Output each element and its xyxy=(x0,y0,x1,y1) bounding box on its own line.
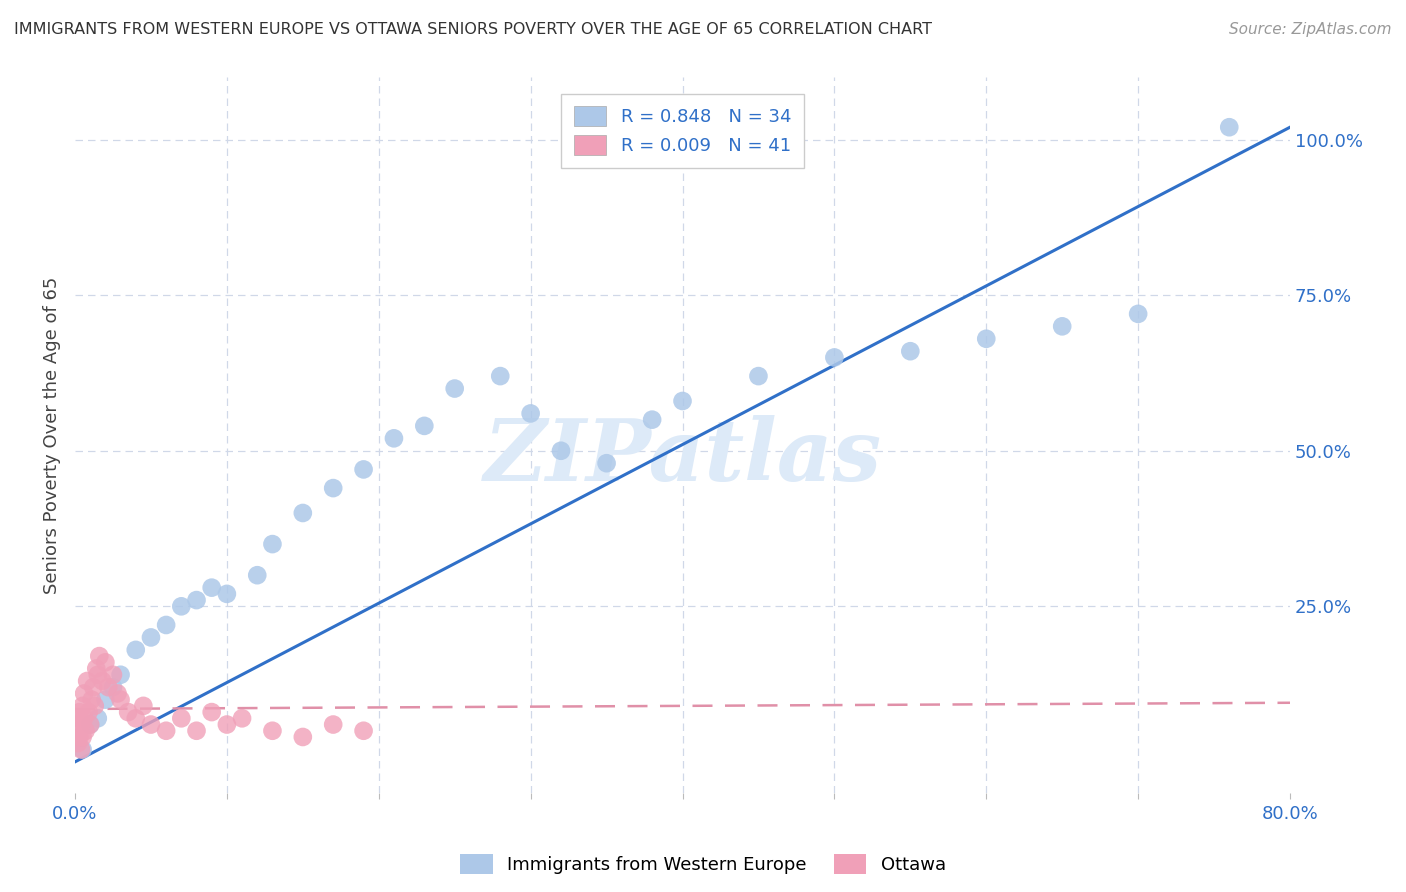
Point xyxy=(353,723,375,738)
Point xyxy=(69,730,91,744)
Point xyxy=(139,631,162,645)
Point xyxy=(72,730,94,744)
Point xyxy=(82,680,104,694)
Point xyxy=(97,680,120,694)
Point xyxy=(322,481,344,495)
Point xyxy=(322,717,344,731)
Point xyxy=(382,431,405,445)
Point xyxy=(231,711,253,725)
Point xyxy=(413,418,436,433)
Point xyxy=(80,692,103,706)
Point xyxy=(974,332,997,346)
Point xyxy=(94,656,117,670)
Point xyxy=(72,742,94,756)
Point xyxy=(291,730,314,744)
Text: IMMIGRANTS FROM WESTERN EUROPE VS OTTAWA SENIORS POVERTY OVER THE AGE OF 65 CORR: IMMIGRANTS FROM WESTERN EUROPE VS OTTAWA… xyxy=(14,22,932,37)
Point xyxy=(747,369,769,384)
Point xyxy=(110,692,132,706)
Point xyxy=(83,698,105,713)
Point xyxy=(595,456,617,470)
Point xyxy=(70,742,93,756)
Point xyxy=(110,667,132,681)
Point xyxy=(215,587,238,601)
Point xyxy=(186,593,208,607)
Point xyxy=(79,717,101,731)
Point xyxy=(84,661,107,675)
Point xyxy=(489,369,512,384)
Point xyxy=(79,717,101,731)
Point xyxy=(67,711,90,725)
Point xyxy=(125,643,148,657)
Point xyxy=(139,717,162,731)
Point xyxy=(186,723,208,738)
Point xyxy=(170,599,193,614)
Point xyxy=(77,705,100,719)
Point xyxy=(215,717,238,731)
Point xyxy=(823,351,845,365)
Point xyxy=(1050,319,1073,334)
Point xyxy=(87,711,110,725)
Legend: Immigrants from Western Europe, Ottawa: Immigrants from Western Europe, Ottawa xyxy=(453,847,953,881)
Point xyxy=(75,723,97,738)
Point xyxy=(125,711,148,725)
Point xyxy=(262,723,284,738)
Y-axis label: Seniors Poverty Over the Age of 65: Seniors Poverty Over the Age of 65 xyxy=(44,277,60,594)
Point xyxy=(117,705,139,719)
Point xyxy=(1218,120,1240,135)
Point xyxy=(641,412,664,426)
Point xyxy=(201,705,224,719)
Point xyxy=(91,673,114,688)
Point xyxy=(353,462,375,476)
Point xyxy=(73,711,96,725)
Text: ZIPatlas: ZIPatlas xyxy=(484,415,882,499)
Point xyxy=(898,344,921,359)
Point xyxy=(73,686,96,700)
Point xyxy=(519,406,541,420)
Point xyxy=(65,723,87,738)
Point xyxy=(291,506,314,520)
Point xyxy=(262,537,284,551)
Point xyxy=(155,618,177,632)
Point xyxy=(70,717,93,731)
Point xyxy=(94,692,117,706)
Point xyxy=(87,667,110,681)
Point xyxy=(1126,307,1149,321)
Point xyxy=(101,667,124,681)
Point xyxy=(107,686,129,700)
Point xyxy=(72,698,94,713)
Point xyxy=(671,394,693,409)
Point xyxy=(170,711,193,725)
Legend: R = 0.848   N = 34, R = 0.009   N = 41: R = 0.848 N = 34, R = 0.009 N = 41 xyxy=(561,94,804,168)
Point xyxy=(101,680,124,694)
Point xyxy=(443,382,465,396)
Point xyxy=(69,705,91,719)
Point xyxy=(550,443,572,458)
Point xyxy=(155,723,177,738)
Point xyxy=(246,568,269,582)
Text: Source: ZipAtlas.com: Source: ZipAtlas.com xyxy=(1229,22,1392,37)
Point xyxy=(132,698,155,713)
Point xyxy=(89,649,111,664)
Point xyxy=(67,736,90,750)
Point xyxy=(201,581,224,595)
Point xyxy=(76,673,98,688)
